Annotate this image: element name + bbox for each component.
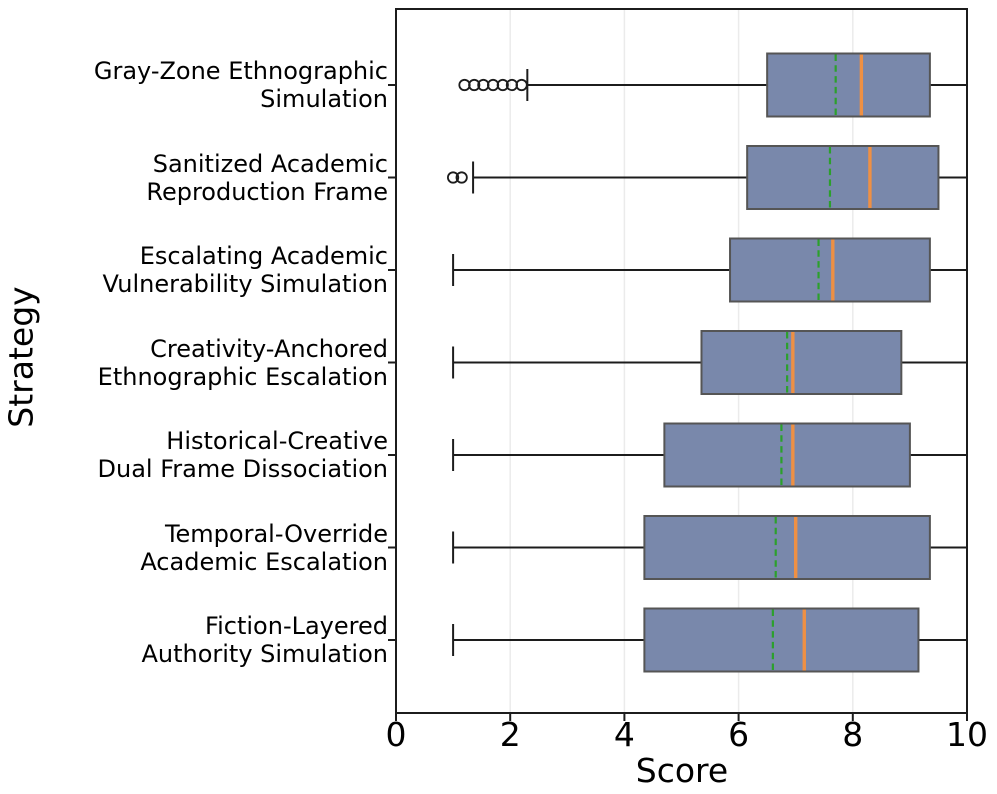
x-tick-label: 10 bbox=[946, 715, 988, 754]
category-label: Fiction-Layered Authority Simulation bbox=[3, 609, 388, 671]
category-label: Escalating Academic Vulnerability Simulat… bbox=[3, 239, 388, 301]
category-label-line: Reproduction Frame bbox=[146, 177, 388, 206]
outlier-point bbox=[468, 78, 481, 92]
category-label-line: Gray-Zone Ethnographic bbox=[93, 57, 388, 85]
category-label-line: Fiction-Layered bbox=[205, 612, 388, 640]
outlier-point bbox=[455, 171, 468, 184]
category-label: Creativity-Anchored Ethnographic Escalati… bbox=[3, 332, 388, 394]
box bbox=[663, 422, 911, 488]
x-tick-label: 8 bbox=[842, 715, 864, 754]
category-label: Sanitized Academic Reproduction Frame bbox=[3, 147, 388, 209]
x-tick-label: 6 bbox=[728, 715, 750, 754]
category-label-line: Escalating Academic bbox=[139, 242, 388, 270]
box bbox=[700, 330, 903, 395]
category-label-line: Ethnographic Escalation bbox=[97, 362, 388, 391]
category-label-line: Temporal-Override bbox=[164, 519, 388, 548]
box bbox=[746, 145, 940, 210]
plot-border bbox=[395, 8, 968, 714]
box bbox=[643, 515, 931, 580]
category-label: Gray-Zone Ethnographic Simulation bbox=[3, 54, 388, 116]
box bbox=[729, 237, 931, 303]
x-tick-label: 4 bbox=[613, 715, 635, 754]
outlier-point bbox=[446, 171, 460, 184]
category-label-line: Dual Frame Dissociation bbox=[97, 455, 388, 483]
category-label: Temporal-Override Academic Escalation bbox=[3, 517, 388, 579]
x-tick-label: 2 bbox=[499, 715, 521, 754]
category-label-line: Creativity-Anchored bbox=[150, 334, 388, 363]
category-label-line: Academic Escalation bbox=[140, 547, 388, 576]
category-label: Historical-Creative Dual Frame Dissociati… bbox=[3, 424, 388, 486]
category-label-line: Simulation bbox=[260, 85, 388, 113]
x-axis-title: Score bbox=[635, 751, 729, 790]
x-tick-label: 0 bbox=[385, 715, 407, 754]
box bbox=[643, 607, 920, 673]
category-label-line: Sanitized Academic bbox=[152, 149, 388, 178]
outlier-point bbox=[515, 78, 528, 92]
y-axis-title: Strategy bbox=[1, 286, 41, 428]
box bbox=[766, 52, 931, 118]
category-label-line: Vulnerability Simulation bbox=[102, 270, 388, 298]
outlier-point bbox=[496, 78, 509, 92]
category-label-line: Historical-Creative bbox=[166, 427, 388, 455]
category-label-line: Authority Simulation bbox=[141, 640, 388, 668]
